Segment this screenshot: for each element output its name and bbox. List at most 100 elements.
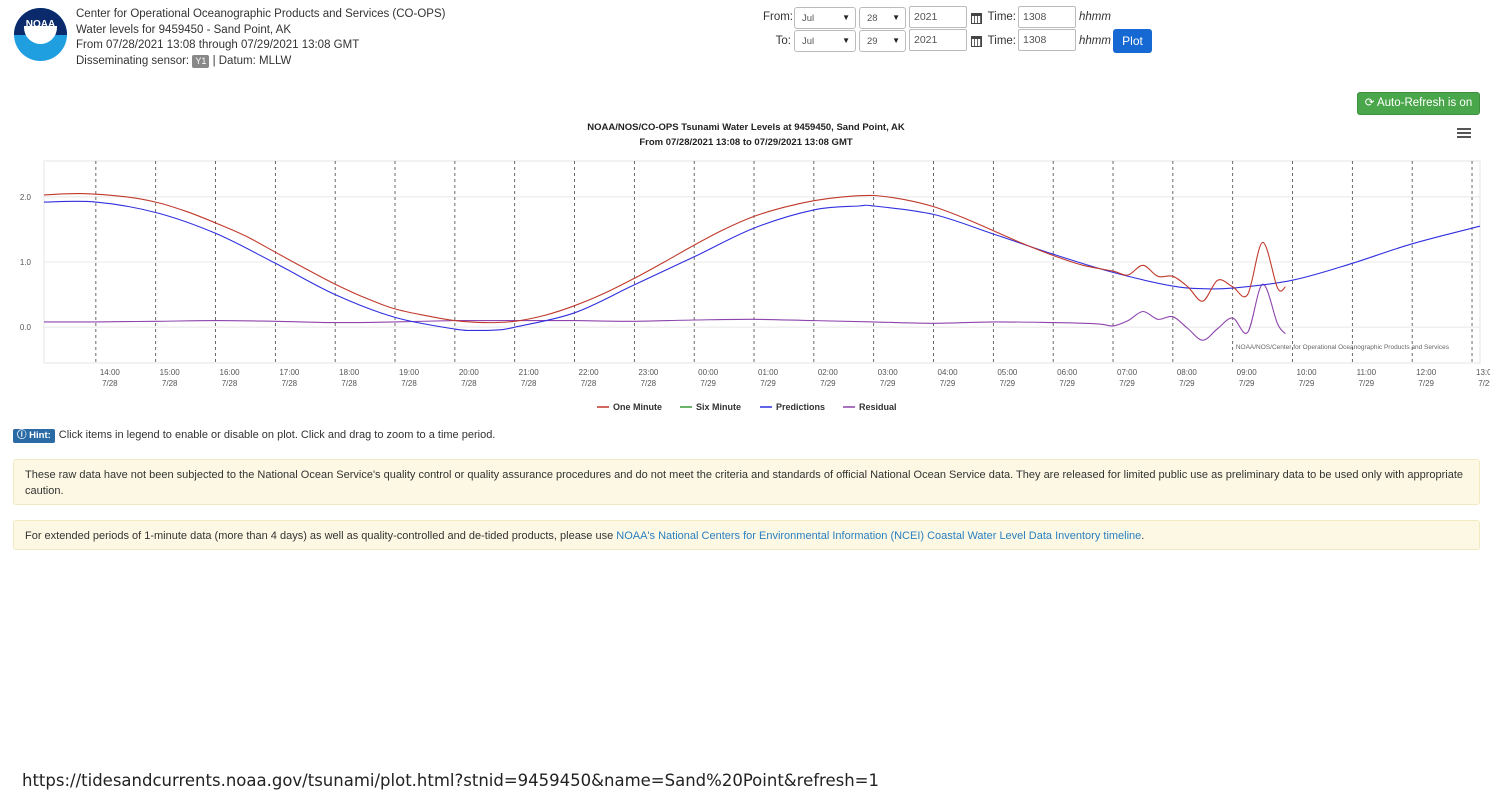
x-tick-date: 7/28 <box>581 379 597 388</box>
noaa-logo: NOAA <box>14 8 67 61</box>
calendar-icon[interactable] <box>971 36 982 47</box>
x-tick-date: 7/28 <box>222 379 238 388</box>
from-time-unit: hhmm <box>1079 11 1111 23</box>
extended-data-text: For extended periods of 1-minute data (m… <box>25 530 617 542</box>
from-year-input[interactable]: 2021 <box>909 6 967 28</box>
extended-data-end: . <box>1141 530 1145 542</box>
chevron-down-icon: ▼ <box>892 36 900 45</box>
ncei-link[interactable]: NOAA's National Centers for Environmenta… <box>616 530 1142 542</box>
to-month-select[interactable]: Jul ▼ <box>794 30 856 52</box>
to-time-unit: hhmm <box>1079 35 1111 47</box>
refresh-icon: ⟳ <box>1364 97 1375 109</box>
y-tick-label: 0.0 <box>20 323 32 332</box>
from-label: From: <box>762 11 793 23</box>
from-month-select[interactable]: Jul ▼ <box>794 7 856 29</box>
preliminary-data-text: These raw data have not been subjected t… <box>25 469 1464 497</box>
x-tick-time: 02:00 <box>818 368 839 377</box>
series-line-one-minute[interactable] <box>43 193 1286 324</box>
hint-text: Click items in legend to enable or disab… <box>58 429 496 441</box>
x-tick-date: 7/29 <box>1478 379 1490 388</box>
to-time-label: Time: <box>987 35 1016 47</box>
x-tick-time: 22:00 <box>579 368 600 377</box>
x-tick-date: 7/28 <box>461 379 477 388</box>
x-tick-time: 12:00 <box>1416 368 1437 377</box>
chart-legend[interactable]: One Minute Six Minute Predictions Residual <box>597 402 897 412</box>
calendar-icon[interactable] <box>971 13 982 24</box>
x-tick-date: 7/29 <box>1059 379 1075 388</box>
hint-badge: ⓘ Hint: <box>13 429 55 443</box>
x-tick-date: 7/28 <box>162 379 178 388</box>
x-tick-date: 7/28 <box>102 379 118 388</box>
x-tick-time: 07:00 <box>1117 368 1138 377</box>
x-tick-date: 7/29 <box>940 379 956 388</box>
chevron-down-icon: ▼ <box>892 13 900 22</box>
to-day-select[interactable]: 29 ▼ <box>859 30 906 52</box>
x-tick-date: 7/29 <box>1119 379 1135 388</box>
chevron-down-icon: ▼ <box>842 13 850 22</box>
x-tick-time: 06:00 <box>1057 368 1078 377</box>
x-tick-date: 7/28 <box>521 379 537 388</box>
hint-line: ⓘ Hint: Click items in legend to enable o… <box>13 429 495 443</box>
x-tick-time: 05:00 <box>997 368 1018 377</box>
chart-title: NOAA/NOS/CO-OPS Tsunami Water Levels at … <box>587 122 905 133</box>
x-tick-date: 7/28 <box>401 379 417 388</box>
series-line-residual[interactable] <box>43 283 1286 341</box>
from-time-input[interactable]: 1308 <box>1018 6 1076 28</box>
chart-subtitle: From 07/28/2021 13:08 to 07/29/2021 13:0… <box>639 137 853 148</box>
x-tick-time: 08:00 <box>1177 368 1198 377</box>
auto-refresh-label: Auto-Refresh is on <box>1376 97 1473 109</box>
station-line: Water levels for 9459450 - Sand Point, A… <box>76 23 292 36</box>
water-level-chart[interactable]: NOAA/NOS/CO-OPS Tsunami Water Levels at … <box>0 115 1490 420</box>
chart-menu-icon[interactable] <box>1457 128 1471 138</box>
x-tick-time: 19:00 <box>399 368 420 377</box>
legend-label: Predictions <box>776 402 825 412</box>
chevron-down-icon: ▼ <box>842 36 850 45</box>
org-name: Center for Operational Oceanographic Pro… <box>76 8 446 20</box>
to-label: To: <box>775 35 791 47</box>
sensor-label: Disseminating sensor: <box>76 54 190 67</box>
x-tick-date: 7/29 <box>1299 379 1315 388</box>
hint-badge-label: Hint: <box>29 430 51 441</box>
x-tick-date: 7/29 <box>1000 379 1016 388</box>
x-tick-time: 17:00 <box>279 368 300 377</box>
legend-item-residual[interactable]: Residual <box>843 402 897 412</box>
extended-data-notice: For extended periods of 1-minute data (m… <box>13 520 1480 550</box>
from-month-value: Jul <box>802 13 815 24</box>
to-time-input[interactable]: 1308 <box>1018 29 1076 51</box>
sensor-badge: Y1 <box>192 54 210 68</box>
noaa-logo-text: NOAA <box>25 19 56 30</box>
x-tick-time: 23:00 <box>638 368 659 377</box>
y-tick-label: 2.0 <box>20 193 32 202</box>
x-tick-time: 16:00 <box>220 368 241 377</box>
y-tick-label: 1.0 <box>20 258 32 267</box>
from-day-select[interactable]: 28 ▼ <box>859 7 906 29</box>
x-tick-date: 7/29 <box>1179 379 1195 388</box>
series-line-predictions[interactable] <box>43 200 1481 332</box>
x-tick-date: 7/28 <box>641 379 657 388</box>
legend-item-six-minute[interactable]: Six Minute <box>680 402 741 412</box>
preliminary-data-notice: These raw data have not been subjected t… <box>13 459 1480 505</box>
grid-layer <box>44 161 1480 363</box>
series-layer <box>43 193 1481 341</box>
from-day-value: 28 <box>867 13 878 24</box>
x-tick-date: 7/29 <box>1359 379 1375 388</box>
x-tick-date: 7/28 <box>341 379 357 388</box>
to-year-input[interactable]: 2021 <box>909 29 967 51</box>
legend-label: Residual <box>859 402 897 412</box>
x-tick-time: 18:00 <box>339 368 360 377</box>
auto-refresh-button[interactable]: ⟳ Auto-Refresh is on <box>1357 92 1480 115</box>
x-tick-date: 7/28 <box>282 379 298 388</box>
page-url: https://tidesandcurrents.noaa.gov/tsunam… <box>22 771 879 790</box>
legend-item-predictions[interactable]: Predictions <box>760 402 825 412</box>
plot-button[interactable]: Plot <box>1113 29 1152 53</box>
x-tick-time: 09:00 <box>1237 368 1258 377</box>
to-month-value: Jul <box>802 36 815 47</box>
x-tick-date: 7/29 <box>700 379 716 388</box>
legend-item-one-minute[interactable]: One Minute <box>597 402 662 412</box>
x-tick-date: 7/29 <box>1418 379 1434 388</box>
legend-label: Six Minute <box>696 402 741 412</box>
to-day-value: 29 <box>867 36 878 47</box>
datum-text: | Datum: MLLW <box>212 54 292 67</box>
x-tick-time: 01:00 <box>758 368 779 377</box>
station-header: Center for Operational Oceanographic Pro… <box>76 7 445 69</box>
